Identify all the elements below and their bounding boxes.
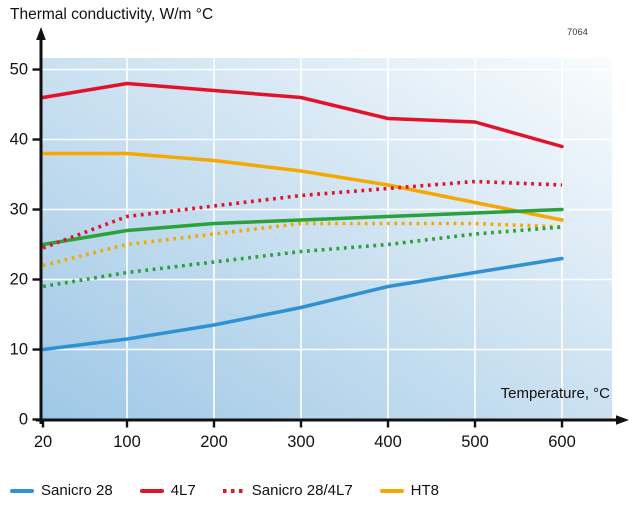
chart-title: Thermal conductivity, W/m °C [10, 6, 214, 23]
legend-item-ht8: HT8 [379, 482, 439, 499]
legend-label: 4L7 [170, 482, 196, 499]
legend-swatch-dotted-icon [222, 488, 245, 493]
plot-area [42, 58, 612, 420]
series-line-ht8 [41, 151, 564, 222]
x-axis-title: Temperature, °C [500, 385, 610, 402]
legend-item-sanicro-28-4l7: Sanicro 28/4L7 [222, 482, 353, 499]
series-line-sanicro-28 [41, 256, 564, 352]
y-tick-label: 40 [10, 131, 28, 149]
x-tick-label: 100 [113, 433, 141, 451]
legend-item-4l7: 4L7 [139, 482, 196, 499]
legend-swatch-solid-icon [10, 488, 34, 493]
y-tick-label: 50 [10, 61, 28, 79]
legend-swatch-solid-icon [379, 488, 404, 493]
legend-label: Sanicro 28/4L7 [251, 482, 353, 499]
x-tick-label: 600 [548, 433, 576, 451]
series-line-sanicro-28-4l7 [42, 179, 563, 250]
figure-number: 7064 [567, 27, 588, 37]
x-tick-label: 20 [34, 433, 52, 451]
series-line-4l7 [41, 81, 564, 149]
y-tick-label: 20 [10, 271, 28, 289]
legend: Sanicro 28 4L7 Sanicro 28/4L7 HT8 [10, 482, 439, 499]
legend-label: Sanicro 28 [41, 482, 113, 499]
legend-swatch-solid-icon [139, 488, 164, 493]
series-line-green-solid-unlabeled [41, 207, 564, 247]
legend-item-sanicro-28: Sanicro 28 [10, 482, 113, 499]
legend-label: HT8 [410, 482, 439, 499]
x-axis-arrow-icon [616, 415, 629, 425]
x-tick-label: 300 [287, 433, 315, 451]
x-tick-label: 200 [200, 433, 228, 451]
x-tick-label: 500 [461, 433, 489, 451]
series-line-green-dotted-unlabeled [42, 225, 563, 289]
y-tick-label: 0 [19, 411, 28, 429]
y-axis-arrow-icon [36, 27, 46, 40]
thermal-conductivity-chart: 0 10 20 30 40 50 20 100 200 300 400 500 600 [10, 27, 629, 451]
y-tick-label: 30 [10, 201, 28, 219]
y-tick-label: 10 [10, 341, 28, 359]
x-tick-label: 400 [374, 433, 402, 451]
